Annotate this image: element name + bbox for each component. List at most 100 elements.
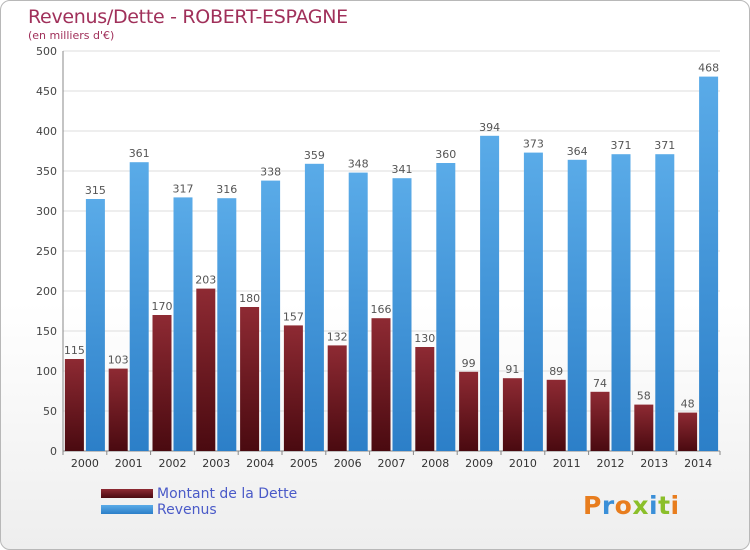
logo-letter: x [632, 491, 649, 520]
y-tick-label: 450 [36, 85, 57, 98]
data-label: 317 [173, 182, 194, 195]
data-label: 468 [698, 62, 719, 75]
x-tick-label: 2014 [684, 457, 712, 470]
proxiti-logo: Proxiti [583, 491, 680, 520]
y-tick-label: 0 [50, 445, 57, 458]
data-label: 359 [304, 149, 325, 162]
data-label: 341 [392, 163, 413, 176]
revenus-bar [611, 154, 631, 451]
y-tick-label: 100 [36, 365, 57, 378]
data-label: 203 [195, 274, 216, 287]
debt-bar [546, 379, 566, 451]
debt-bar [196, 288, 216, 451]
y-tick-label: 250 [36, 245, 57, 258]
x-tick-label: 2006 [334, 457, 362, 470]
x-tick-label: 2005 [290, 457, 318, 470]
debt-bar [634, 404, 654, 451]
y-tick-label: 150 [36, 325, 57, 338]
data-label: 394 [479, 121, 500, 134]
y-tick-label: 300 [36, 205, 57, 218]
revenus-bar [699, 76, 719, 451]
revenus-bar [523, 152, 543, 451]
data-label: 371 [611, 139, 632, 152]
logo-letter: t [658, 491, 671, 520]
revenus-bar [129, 162, 149, 451]
y-tick-label: 400 [36, 125, 57, 138]
x-tick-label: 2007 [378, 457, 406, 470]
data-label: 360 [435, 148, 456, 161]
data-label: 361 [129, 147, 150, 160]
logo-letter: r [601, 491, 615, 520]
bars [64, 76, 719, 452]
x-tick-label: 2002 [159, 457, 187, 470]
data-label: 371 [654, 139, 675, 152]
x-tick-label: 2008 [421, 457, 449, 470]
y-axis-ticks: 0 50 100 150 200 250 300 350 400 450 500 [36, 45, 57, 458]
data-label: 157 [283, 310, 304, 323]
debt-bar [415, 347, 435, 451]
data-label: 48 [681, 398, 695, 411]
x-tick-label: 2004 [246, 457, 274, 470]
x-tick-label: 2009 [465, 457, 493, 470]
debt-bar [327, 345, 347, 451]
x-tick-label: 2003 [202, 457, 230, 470]
data-label: 316 [216, 183, 237, 196]
x-tick-label: 2001 [115, 457, 143, 470]
data-label: 103 [108, 354, 129, 367]
revenus-bar [261, 180, 281, 451]
y-tick-label: 350 [36, 165, 57, 178]
legend-label-revenus: Revenus [157, 502, 217, 518]
debt-bar [590, 391, 610, 451]
revenus-bar [304, 163, 324, 452]
debt-bar [240, 307, 260, 451]
debt-bar [459, 371, 479, 451]
data-labels: 115 315 103 361 170 317 203 316 180 338 157 359 132 3… [64, 62, 719, 411]
x-tick-label: 2011 [553, 457, 581, 470]
revenus-bar [85, 199, 105, 451]
debt-bar [678, 412, 698, 451]
data-label: 89 [549, 365, 563, 378]
y-tick-label: 500 [36, 45, 57, 58]
data-label: 364 [567, 145, 588, 158]
revenus-bar [436, 163, 456, 451]
logo-letter: o [614, 491, 633, 520]
chart-subtitle: (en milliers d'€) [28, 29, 115, 42]
data-label: 91 [505, 363, 519, 376]
revenus-bar [348, 172, 368, 451]
data-label: 58 [637, 390, 651, 403]
legend-label-debt: Montant de la Dette [157, 486, 298, 502]
revenus-bar [655, 154, 675, 451]
x-tick-label: 2013 [640, 457, 668, 470]
revenus-bar [217, 198, 237, 451]
legend-swatch-debt [101, 489, 153, 498]
debt-bar [283, 325, 303, 451]
data-label: 348 [348, 158, 369, 171]
legend-swatch-revenus [101, 505, 153, 514]
data-label: 99 [462, 357, 476, 370]
revenus-bar [173, 197, 193, 451]
grid-lines [62, 50, 720, 452]
x-tick-label: 2012 [597, 457, 625, 470]
y-tick-label: 200 [36, 285, 57, 298]
revenus-bar [567, 159, 587, 452]
debt-bar [371, 318, 391, 451]
chart-title: Revenus/Dette - ROBERT-ESPAGNE [28, 6, 348, 28]
y-tick-label: 50 [43, 405, 57, 418]
debt-bar [108, 368, 128, 451]
x-tick-label: 2010 [509, 457, 537, 470]
data-label: 170 [152, 300, 173, 313]
logo-letter: i [670, 491, 680, 520]
data-label: 132 [327, 330, 348, 343]
data-label: 315 [85, 184, 106, 197]
x-tick-label: 2000 [71, 457, 99, 470]
data-label: 166 [371, 303, 392, 316]
data-label: 338 [260, 166, 281, 179]
data-label: 74 [593, 377, 607, 390]
data-label: 373 [523, 138, 544, 151]
data-label: 180 [239, 292, 260, 305]
data-label: 115 [64, 344, 85, 357]
debt-bar [502, 378, 522, 451]
logo-letter: P [583, 491, 602, 520]
revenus-bar [480, 135, 500, 452]
